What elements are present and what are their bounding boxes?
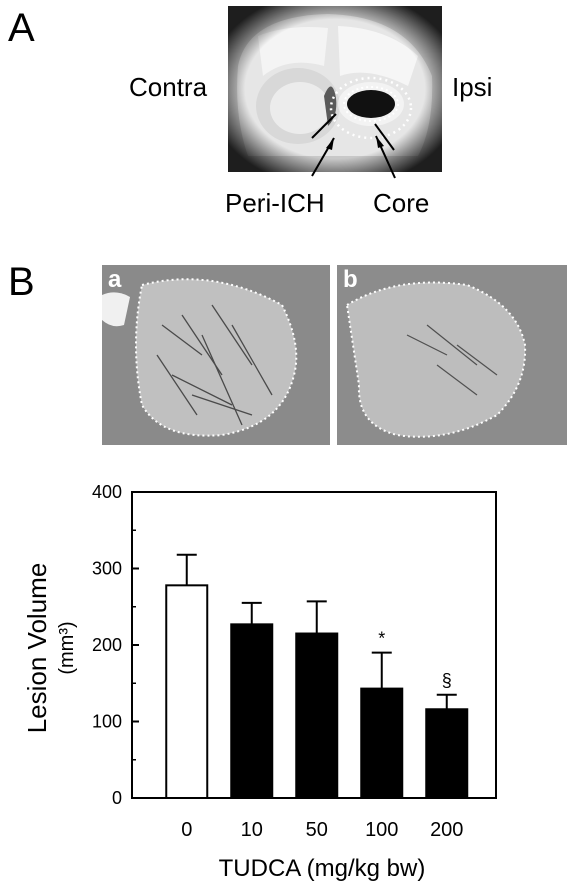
histology-image-a — [102, 265, 330, 445]
bar — [230, 623, 274, 799]
panel-b-letter: B — [8, 260, 35, 304]
bar — [295, 632, 339, 799]
x-axis-ticks: 0 10 50 100 200 — [181, 819, 463, 841]
y-tick-label: 200 — [92, 635, 122, 655]
x-tick-label: 0 — [181, 819, 192, 841]
significance-marker: * — [378, 629, 385, 649]
core-label: Core — [373, 188, 430, 218]
y-tick-label: 300 — [92, 559, 122, 579]
y-tick-label: 400 — [92, 482, 122, 502]
bar — [425, 708, 469, 799]
peri-ich-label: Peri-ICH — [225, 188, 325, 218]
significance-marker: § — [442, 671, 452, 691]
y-tick-label: 100 — [92, 712, 122, 732]
sub-label-a: a — [108, 266, 122, 293]
y-axis-ticks: 0 100 200 300 400 — [92, 482, 139, 808]
x-axis-title: TUDCA (mg/kg bw) — [219, 855, 426, 882]
y-axis-unit: (mm³) — [56, 621, 78, 674]
panel-a-letter: A — [8, 6, 35, 50]
ipsi-label: Ipsi — [452, 72, 493, 102]
y-axis-title-group: Lesion Volume (mm³) — [22, 563, 78, 734]
sub-label-b: b — [343, 266, 358, 293]
y-axis-title: Lesion Volume — [22, 563, 52, 734]
histology-image-b — [337, 265, 567, 445]
callout-arrows — [311, 135, 396, 179]
x-tick-label: 200 — [430, 819, 463, 841]
x-tick-label: 10 — [241, 819, 263, 841]
x-tick-label: 50 — [306, 819, 328, 841]
bars: *§ — [165, 553, 469, 799]
brain-slice-photo — [228, 6, 442, 172]
x-tick-label: 100 — [365, 819, 398, 841]
y-tick-label: 0 — [112, 788, 122, 808]
bar — [360, 687, 404, 799]
contra-label: Contra — [129, 72, 208, 102]
bar — [165, 584, 209, 799]
